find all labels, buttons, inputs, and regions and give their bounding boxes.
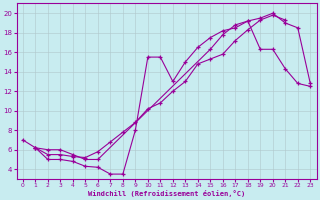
- X-axis label: Windchill (Refroidissement éolien,°C): Windchill (Refroidissement éolien,°C): [88, 190, 245, 197]
